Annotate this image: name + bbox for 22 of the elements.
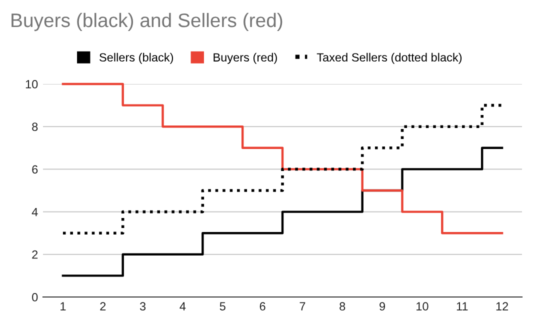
x-tick-label: 4 [180,302,186,310]
y-tick-label: 8 [32,122,38,131]
y-tick-label: 10 [26,80,38,88]
y-tick-label: 2 [32,250,38,259]
y-tick-label: 4 [32,208,38,216]
legend-label: Buyers (red) [214,52,277,64]
x-tick-label: 6 [260,302,266,311]
x-tick-label: 10 [416,302,428,311]
y-tick-label: 6 [32,165,38,174]
x-tick-label: 12 [496,302,508,310]
x-tick-label: 8 [340,302,346,311]
y-tick-label: 0 [32,293,38,302]
x-tick-label: 3 [140,302,146,311]
x-tick-label: 7 [300,302,306,310]
legend-label: Sellers (black) [100,52,174,64]
x-tick-label: 9 [380,302,386,311]
x-tick-label: 5 [220,302,226,311]
chart-title: Buyers (black) and Sellers (red) [12,12,282,32]
x-tick-label: 1 [60,302,66,310]
legend-label: Taxed Sellers (dotted black) [316,52,462,64]
x-tick-label: 2 [100,302,106,310]
x-tick-label: 11 [456,302,468,310]
